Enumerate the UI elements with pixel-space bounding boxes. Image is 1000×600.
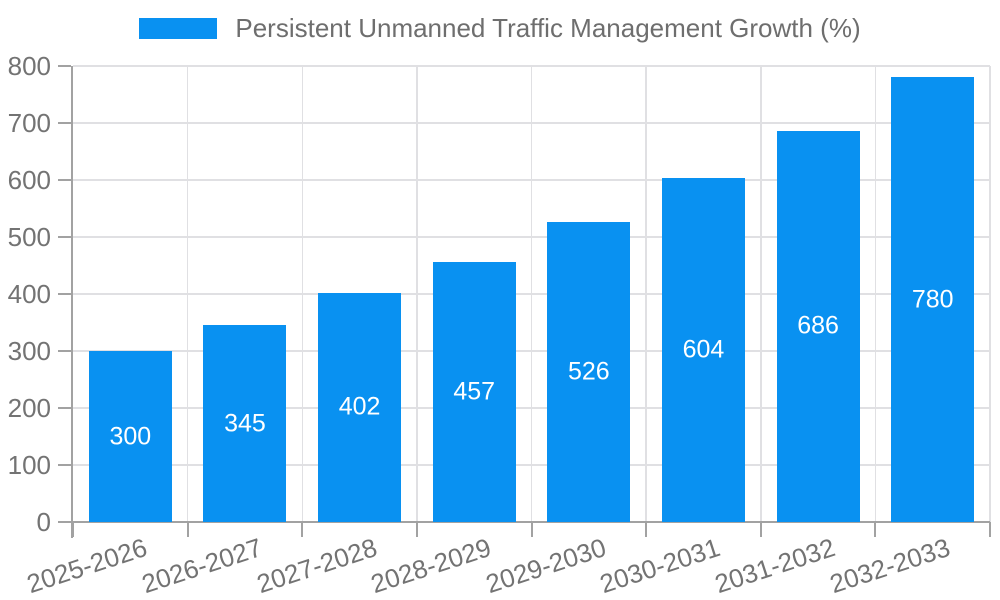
x-axis-line	[73, 520, 990, 523]
gridline-vertical	[530, 66, 533, 522]
bar-value-label: 604	[682, 335, 725, 364]
y-axis-tick-label: 300	[7, 336, 51, 366]
gridline-vertical	[874, 66, 877, 522]
y-axis-tick	[58, 236, 71, 238]
x-axis-tick	[874, 522, 877, 537]
x-axis-tick	[645, 522, 648, 537]
y-axis-tick-label: 0	[36, 507, 51, 537]
x-axis-tick	[759, 522, 762, 537]
y-axis-tick	[58, 65, 71, 68]
gridline-vertical	[760, 66, 762, 522]
y-axis-tick	[58, 407, 71, 409]
y-axis-tick	[58, 179, 71, 181]
gridline-vertical	[186, 66, 189, 522]
bar-2031-2032[interactable]: 686	[776, 130, 860, 522]
y-axis-tick-label: 600	[7, 165, 51, 195]
bar-value-label: 457	[453, 377, 496, 406]
gridline-vertical	[301, 66, 303, 522]
y-axis-tick-label: 500	[7, 222, 51, 252]
x-axis-tick	[530, 522, 533, 537]
gridline-vertical	[416, 66, 418, 522]
plot-area: 0 100 200 300 400 500 600 700 800 300 2025-2026 345…	[8, 53, 991, 599]
gridline-vertical	[645, 66, 647, 522]
bar-value-label: 345	[224, 409, 266, 438]
bar-value-label: 526	[567, 357, 610, 386]
y-axis-tick-label: 400	[7, 279, 51, 309]
y-axis-tick	[58, 122, 71, 124]
bar-value-label: 300	[109, 422, 152, 450]
bar-value-label: 780	[911, 285, 954, 314]
x-axis-tick	[186, 522, 189, 537]
bar-value-label: 686	[797, 311, 839, 340]
legend-swatch-icon	[139, 17, 218, 39]
legend[interactable]: Persistent Unmanned Traffic Management G…	[0, 14, 1000, 43]
x-axis-tick	[72, 522, 74, 537]
bar-2030-2031[interactable]: 604	[661, 177, 745, 522]
y-axis-tick-label: 700	[7, 108, 51, 138]
y-axis-line	[71, 66, 73, 538]
bar-2029-2030[interactable]: 526	[547, 222, 631, 522]
bar-2026-2027[interactable]: 345	[203, 325, 287, 522]
y-axis-tick	[58, 293, 71, 295]
legend-label: Persistent Unmanned Traffic Management G…	[235, 13, 861, 43]
y-axis-tick-label: 800	[7, 51, 51, 81]
gridline-vertical	[989, 66, 991, 522]
y-axis-tick	[58, 350, 71, 352]
y-axis-tick-label: 200	[7, 393, 51, 423]
x-axis-tick	[989, 522, 991, 537]
bar-2027-2028[interactable]: 402	[318, 292, 402, 522]
y-axis-tick	[58, 521, 71, 523]
x-axis-tick	[415, 522, 418, 537]
bar-2028-2029[interactable]: 457	[432, 261, 516, 522]
y-axis-tick	[58, 464, 71, 466]
bar-2025-2026[interactable]: 300	[88, 351, 172, 522]
y-axis-tick-label: 100	[7, 450, 51, 480]
bar-value-label: 402	[338, 392, 381, 421]
x-axis-tick	[301, 522, 304, 537]
bar-2032-2033[interactable]: 780	[891, 77, 975, 522]
